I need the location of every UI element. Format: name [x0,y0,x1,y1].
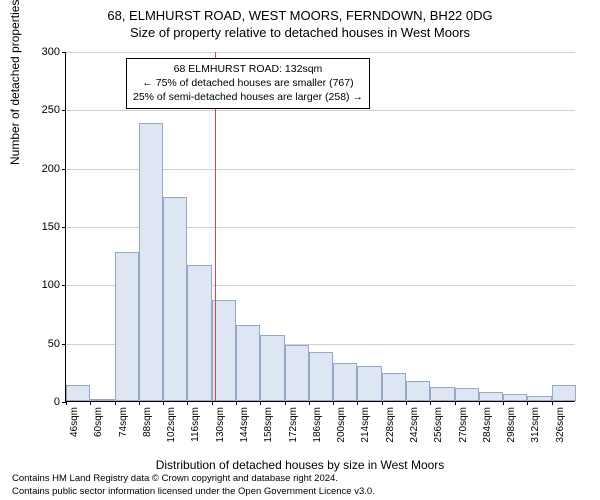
xtick-mark [357,401,358,405]
histogram-bar [309,352,333,401]
xtick-mark [333,401,334,405]
histogram-bar [552,385,576,401]
xtick-label: 298sqm [506,407,517,443]
page-subtitle: Size of property relative to detached ho… [0,23,600,40]
xtick-label: 256sqm [433,407,444,443]
ytick-label: 50 [48,338,60,350]
histogram-bar [382,373,406,401]
xtick-mark [552,401,553,405]
xtick-mark [139,401,140,405]
xtick-label: 116sqm [190,407,201,442]
histogram-bar [163,197,187,401]
xtick-label: 172sqm [288,407,299,443]
xtick-label: 242sqm [409,407,420,443]
histogram-bar [285,345,309,401]
histogram-bar [430,387,454,401]
footer-line: Contains public sector information licen… [12,486,375,498]
histogram-chart: 05010015020025030046sqm60sqm74sqm88sqm10… [65,52,575,402]
grid-line [66,52,575,53]
histogram-bar [115,252,139,401]
xtick-mark [115,401,116,405]
ytick-label: 100 [42,279,60,291]
annotation-line: 25% of semi-detached houses are larger (… [133,90,363,104]
histogram-bar [187,265,211,402]
ytick-mark [62,169,66,170]
xtick-label: 130sqm [215,407,226,443]
annotation-line: 68 ELMHURST ROAD: 132sqm [133,62,363,76]
ytick-mark [62,285,66,286]
xtick-label: 200sqm [336,407,347,443]
annotation-box: 68 ELMHURST ROAD: 132sqm← 75% of detache… [126,58,370,109]
xtick-mark [212,401,213,405]
xtick-label: 144sqm [239,407,250,443]
histogram-bar [357,366,381,401]
footer-attribution: Contains HM Land Registry data © Crown c… [12,473,375,498]
xtick-mark [406,401,407,405]
xtick-label: 186sqm [312,407,323,443]
ytick-mark [62,344,66,345]
ytick-mark [62,110,66,111]
x-axis-label: Distribution of detached houses by size … [0,458,600,472]
xtick-label: 102sqm [166,407,177,443]
page-title: 68, ELMHURST ROAD, WEST MOORS, FERNDOWN,… [0,0,600,23]
xtick-mark [455,401,456,405]
ytick-mark [62,227,66,228]
histogram-bar [236,325,260,401]
xtick-mark [163,401,164,405]
xtick-mark [260,401,261,405]
footer-line: Contains HM Land Registry data © Crown c… [12,473,375,485]
histogram-bar [66,385,90,401]
ytick-label: 200 [42,163,60,175]
histogram-bar [333,363,357,402]
xtick-label: 326sqm [555,407,566,443]
ytick-label: 250 [42,104,60,116]
xtick-mark [430,401,431,405]
xtick-mark [503,401,504,405]
annotation-line: ← 75% of detached houses are smaller (76… [133,76,363,90]
histogram-bar [455,388,479,401]
xtick-mark [90,401,91,405]
xtick-label: 214sqm [360,407,371,443]
xtick-label: 158sqm [263,407,274,443]
xtick-mark [309,401,310,405]
y-axis-label: Number of detached properties [8,0,22,165]
histogram-bar [527,396,551,401]
xtick-label: 74sqm [118,407,129,437]
xtick-label: 60sqm [93,407,104,437]
xtick-mark [236,401,237,405]
ytick-mark [62,52,66,53]
histogram-bar [139,123,163,401]
ytick-label: 150 [42,221,60,233]
xtick-label: 284sqm [482,407,493,443]
xtick-label: 88sqm [142,407,153,437]
xtick-mark [285,401,286,405]
xtick-label: 228sqm [385,407,396,443]
histogram-bar [260,335,284,402]
xtick-label: 46sqm [69,407,80,437]
histogram-bar [503,394,527,401]
xtick-mark [382,401,383,405]
xtick-label: 270sqm [458,407,469,443]
xtick-mark [187,401,188,405]
xtick-label: 312sqm [530,407,541,443]
histogram-bar [479,392,503,401]
histogram-bar [406,381,430,401]
xtick-mark [479,401,480,405]
xtick-mark [66,401,67,405]
ytick-label: 300 [42,46,60,58]
histogram-bar [90,399,114,401]
ytick-label: 0 [54,396,60,408]
grid-line [66,110,575,111]
xtick-mark [527,401,528,405]
